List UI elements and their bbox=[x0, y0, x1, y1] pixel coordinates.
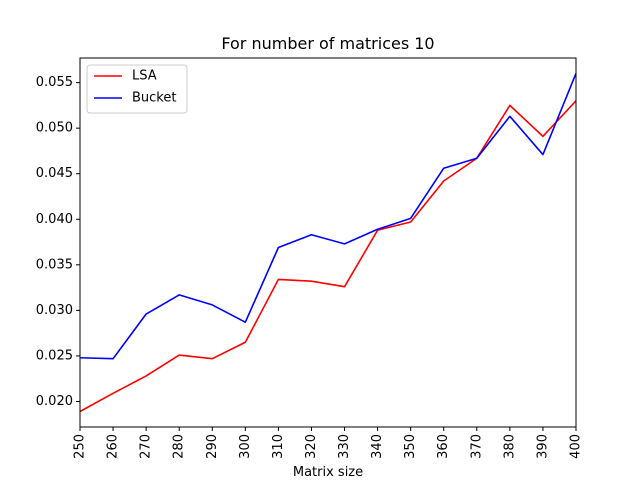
x-tick-label: 300 bbox=[238, 434, 253, 459]
y-tick-label: 0.020 bbox=[36, 394, 73, 409]
series-layer bbox=[79, 73, 577, 413]
x-tick-label: 380 bbox=[502, 434, 517, 459]
legend-label-bucket: Bucket bbox=[132, 91, 176, 106]
data-point-bucket bbox=[245, 321, 247, 323]
data-point-bucket bbox=[443, 167, 445, 169]
legend: LSA Bucket bbox=[86, 64, 188, 114]
data-point-bucket bbox=[344, 243, 346, 245]
x-tick-label: 370 bbox=[469, 434, 484, 459]
y-tick-label: 0.025 bbox=[36, 348, 73, 363]
data-point-bucket bbox=[377, 228, 379, 230]
data-point-lsa bbox=[443, 180, 445, 182]
data-point-lsa bbox=[178, 354, 180, 356]
x-tick-label: 400 bbox=[569, 434, 584, 459]
data-point-lsa bbox=[112, 392, 114, 394]
plot-frame bbox=[79, 57, 577, 428]
x-tick-label: 270 bbox=[139, 434, 154, 459]
data-point-bucket bbox=[178, 294, 180, 296]
data-point-bucket bbox=[278, 247, 280, 249]
x-tick-label: 320 bbox=[304, 434, 319, 459]
chart-title: For number of matrices 10 bbox=[221, 34, 434, 53]
data-point-bucket bbox=[509, 116, 511, 118]
x-tick-label: 360 bbox=[436, 434, 451, 459]
x-tick-label: 280 bbox=[172, 434, 187, 459]
series-line-bucket bbox=[79, 73, 577, 360]
series-line-lsa bbox=[79, 100, 577, 413]
data-point-lsa bbox=[278, 279, 280, 281]
x-tick-label: 260 bbox=[106, 434, 121, 459]
data-point-lsa bbox=[542, 136, 544, 138]
x-tick-label: 310 bbox=[271, 434, 286, 459]
data-point-lsa bbox=[509, 105, 511, 107]
legend-box bbox=[86, 64, 188, 114]
x-tick-label: 250 bbox=[73, 434, 88, 459]
data-point-bucket bbox=[410, 218, 412, 220]
x-tick-label: 290 bbox=[205, 434, 220, 459]
x-tick-label: 390 bbox=[535, 434, 550, 459]
y-tick-label: 0.035 bbox=[36, 257, 73, 272]
y-tick-label: 0.040 bbox=[36, 212, 73, 227]
data-point-bucket bbox=[145, 313, 147, 315]
x-tick-label: 350 bbox=[403, 434, 418, 459]
data-point-bucket bbox=[542, 154, 544, 156]
legend-label-lsa: LSA bbox=[132, 69, 157, 84]
x-axis: 250 260 270 280 290 300 310 320 330 340 350 360 370 3… bbox=[73, 427, 584, 459]
data-point-lsa bbox=[311, 280, 313, 282]
x-axis-label: Matrix size bbox=[293, 465, 363, 480]
y-tick-label: 0.030 bbox=[36, 303, 73, 318]
data-point-lsa bbox=[410, 221, 412, 223]
data-point-lsa bbox=[344, 286, 346, 288]
data-point-lsa bbox=[211, 358, 213, 360]
data-point-lsa bbox=[245, 341, 247, 343]
x-tick-label: 340 bbox=[370, 434, 385, 459]
y-tick-label: 0.050 bbox=[36, 121, 73, 136]
y-tick-label: 0.055 bbox=[36, 75, 73, 90]
data-point-bucket bbox=[112, 358, 114, 360]
y-axis: 0.020 0.025 0.030 0.035 0.040 0.045 0.050 0.055 bbox=[36, 75, 80, 409]
x-tick-label: 330 bbox=[337, 434, 352, 459]
y-tick-label: 0.045 bbox=[36, 166, 73, 181]
data-point-bucket bbox=[211, 304, 213, 306]
data-point-bucket bbox=[311, 234, 313, 236]
data-point-lsa bbox=[145, 375, 147, 377]
data-point-bucket bbox=[476, 157, 478, 159]
